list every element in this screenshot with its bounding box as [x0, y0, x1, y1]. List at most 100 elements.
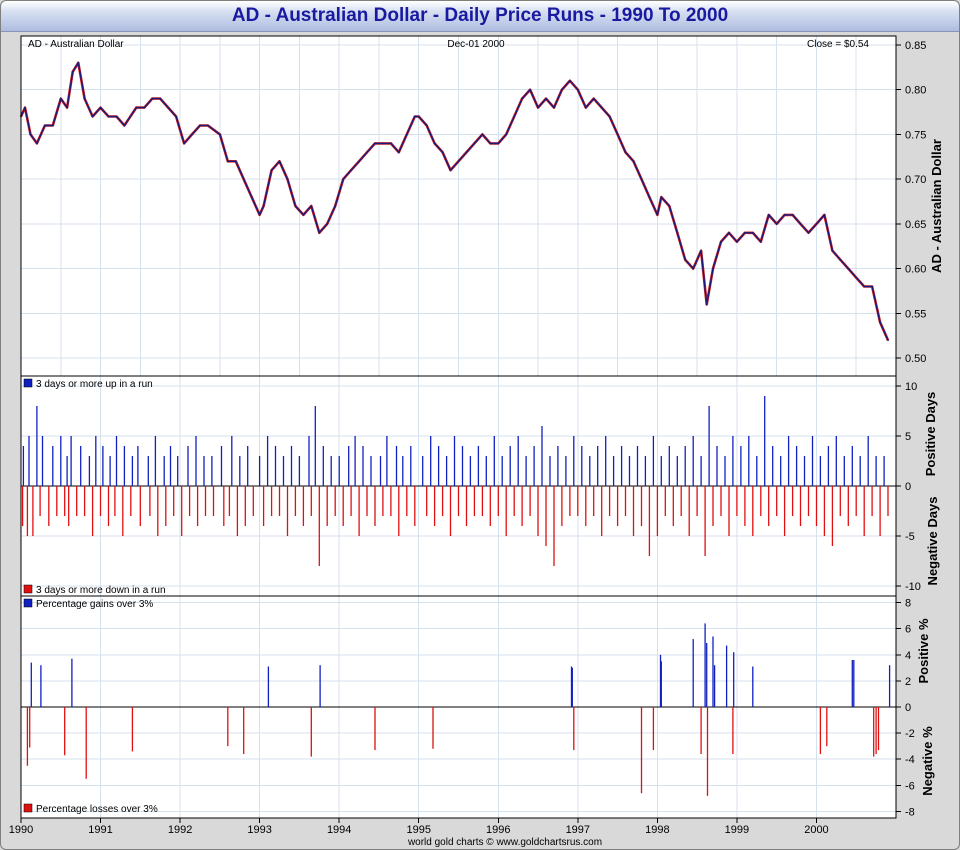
price-point — [700, 249, 702, 252]
price-point — [382, 142, 384, 145]
price-point — [334, 205, 337, 207]
x-tick-label: 1992 — [168, 824, 192, 836]
runs-bars — [21, 396, 896, 566]
price-point — [736, 240, 738, 243]
price-point — [390, 142, 392, 145]
price-point — [51, 124, 54, 127]
x-tick-label: 1991 — [88, 824, 112, 836]
price-point — [505, 133, 508, 136]
price-point — [561, 88, 563, 91]
price-point — [684, 258, 687, 261]
pct-gain-legend-swatch — [23, 598, 33, 608]
price-point — [871, 285, 873, 288]
price-point — [262, 205, 265, 207]
price-point — [783, 214, 786, 216]
price-point — [759, 240, 762, 243]
price-point — [592, 97, 595, 100]
price-point — [624, 151, 627, 154]
price-series — [19, 61, 890, 342]
x-tick-label: 1990 — [9, 824, 33, 836]
price-point — [207, 124, 209, 127]
pct-positive-axis-title: Positive % — [916, 618, 931, 683]
y-tick-label: -2 — [905, 728, 915, 740]
x-tick-label: 1997 — [566, 824, 590, 836]
price-point — [569, 79, 571, 82]
price-point — [656, 214, 659, 216]
price-point — [151, 97, 154, 100]
price-point — [632, 160, 635, 163]
price-point — [616, 133, 619, 136]
price-point — [29, 133, 32, 136]
price-header-center: Dec-01 2000 — [447, 39, 505, 50]
runs-down-legend-swatch — [23, 584, 33, 594]
price-point — [77, 61, 80, 64]
y-tick-label: 0.60 — [905, 264, 926, 276]
x-tick-label: 1999 — [725, 824, 749, 836]
x-axis-ticks: 1990 1991 1992 1993 1994 1995 1996 1997 1998 1999… — [9, 818, 829, 836]
pct-bars — [21, 623, 896, 796]
price-point — [676, 231, 679, 234]
price-header-left: AD - Australian Dollar — [28, 39, 124, 50]
price-point — [433, 142, 436, 145]
price-point — [712, 267, 714, 270]
price-point — [294, 205, 297, 207]
price-point — [600, 106, 603, 109]
price-y-ticks: 0.50 0.55 0.60 0.65 0.70 0.75 0.80 0.85 — [896, 40, 926, 365]
y-tick-label: 0.65 — [905, 219, 926, 231]
price-point — [823, 214, 826, 216]
price-point — [751, 231, 754, 234]
price-point — [374, 142, 376, 145]
y-tick-label: 0.70 — [905, 174, 926, 186]
price-point — [887, 339, 889, 342]
price-point — [278, 160, 281, 163]
y-tick-label: -10 — [905, 581, 921, 593]
y-tick-label: 0.50 — [905, 353, 926, 365]
runs-up-legend: 3 days or more up in a run — [36, 379, 153, 390]
price-point — [99, 106, 102, 109]
price-point — [143, 106, 146, 109]
price-point — [489, 142, 492, 145]
pct-y-ticks: 8 6 4 2 0 -2 -4 -6 -8 — [896, 598, 915, 818]
price-header-right: Close = $0.54 — [807, 39, 869, 50]
y-tick-label: 6 — [905, 624, 911, 636]
price-point — [135, 106, 138, 109]
price-point — [839, 258, 842, 261]
price-point — [799, 223, 802, 225]
price-point — [863, 285, 866, 288]
price-point — [767, 214, 770, 216]
y-tick-label: -6 — [905, 780, 915, 792]
price-point — [521, 97, 523, 100]
y-tick-label: 0.85 — [905, 40, 926, 52]
price-axis-title: AD - Australian Dollar — [929, 139, 944, 273]
price-point — [425, 124, 428, 127]
price-point — [720, 240, 722, 243]
price-point — [608, 115, 611, 118]
price-point — [692, 267, 695, 270]
price-point — [660, 196, 663, 199]
price-point — [159, 97, 162, 100]
price-point — [342, 178, 345, 181]
price-point — [358, 160, 360, 163]
y-tick-label: -5 — [905, 531, 915, 543]
price-point — [513, 115, 516, 118]
price-point — [668, 205, 671, 207]
price-point — [258, 214, 261, 216]
x-tick-label: 1993 — [247, 824, 271, 836]
price-point — [199, 124, 201, 127]
price-point — [167, 106, 170, 109]
pct-gain-legend: Percentage gains over 3% — [36, 599, 153, 610]
price-point — [831, 249, 834, 252]
price-point — [242, 178, 245, 181]
price-point — [545, 97, 547, 100]
price-point — [529, 88, 531, 91]
price-point — [457, 160, 460, 163]
price-point — [413, 115, 416, 118]
price-point — [405, 133, 408, 136]
price-point — [234, 160, 237, 163]
y-tick-label: 0 — [905, 702, 911, 714]
pct-loss-legend-swatch — [23, 803, 33, 813]
price-point — [497, 142, 500, 145]
price-point — [473, 142, 476, 145]
y-tick-label: 0.75 — [905, 129, 926, 141]
